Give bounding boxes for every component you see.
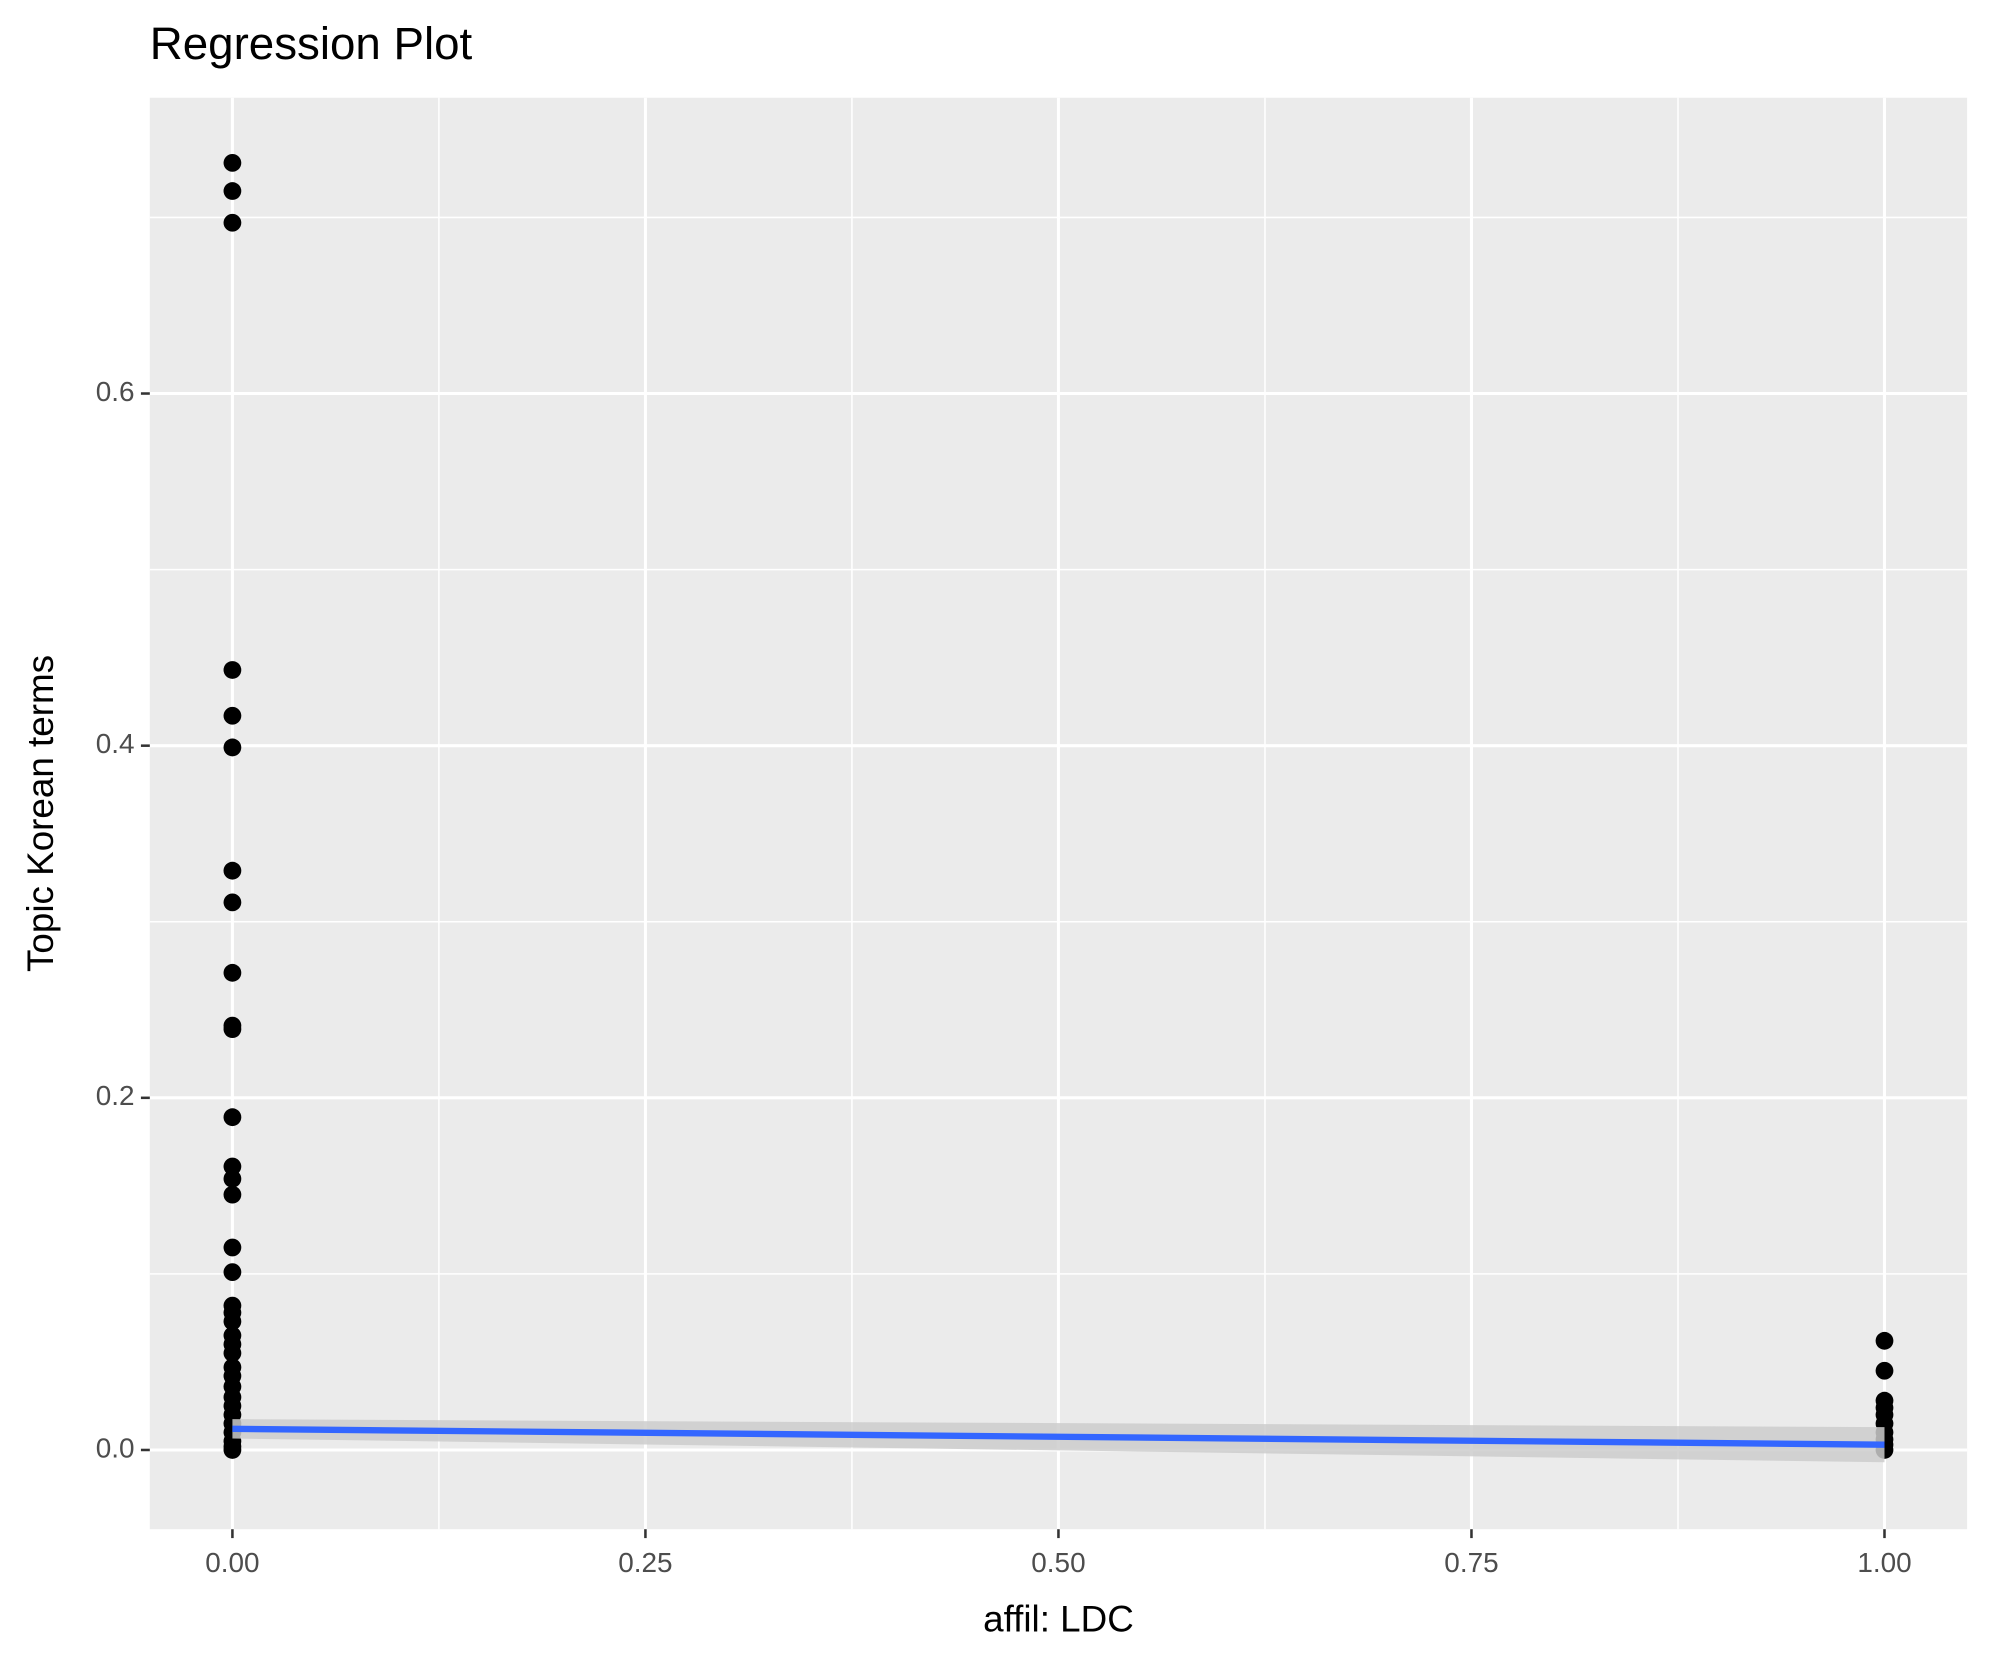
point bbox=[223, 1169, 242, 1188]
y-tick-label: 0.4 bbox=[96, 728, 135, 759]
point bbox=[223, 153, 242, 172]
x-tick-label: 0.75 bbox=[1444, 1547, 1498, 1578]
point bbox=[223, 213, 242, 232]
regression-line bbox=[232, 1425, 1885, 1448]
point bbox=[223, 738, 242, 757]
x-tick-label: 0.00 bbox=[205, 1547, 259, 1578]
point bbox=[223, 661, 242, 679]
point bbox=[223, 861, 242, 880]
point bbox=[223, 1441, 242, 1459]
x-tick-label: 1.00 bbox=[1857, 1547, 1911, 1578]
point bbox=[223, 1020, 242, 1039]
chart-title: Regression Plot bbox=[150, 18, 473, 69]
x-axis-title: affil: LDC bbox=[983, 1599, 1134, 1640]
point bbox=[223, 1312, 242, 1331]
x-tick-label: 0.25 bbox=[618, 1547, 672, 1578]
y-tick-label: 0.6 bbox=[96, 376, 135, 407]
x-tick-label: 0.50 bbox=[1031, 1547, 1085, 1578]
point bbox=[223, 1238, 242, 1257]
point bbox=[1875, 1361, 1894, 1380]
point bbox=[223, 893, 242, 912]
point bbox=[223, 1157, 242, 1176]
point bbox=[223, 1344, 242, 1363]
y-tick-label: 0.2 bbox=[96, 1080, 135, 1111]
y-tick-label: 0.0 bbox=[96, 1432, 135, 1463]
point bbox=[223, 963, 242, 982]
point bbox=[223, 182, 242, 200]
point bbox=[223, 1108, 242, 1127]
point bbox=[1875, 1331, 1894, 1350]
point bbox=[223, 1185, 242, 1204]
point bbox=[223, 706, 242, 725]
point bbox=[223, 1263, 242, 1282]
y-axis-title: Topic Korean terms bbox=[20, 655, 61, 972]
